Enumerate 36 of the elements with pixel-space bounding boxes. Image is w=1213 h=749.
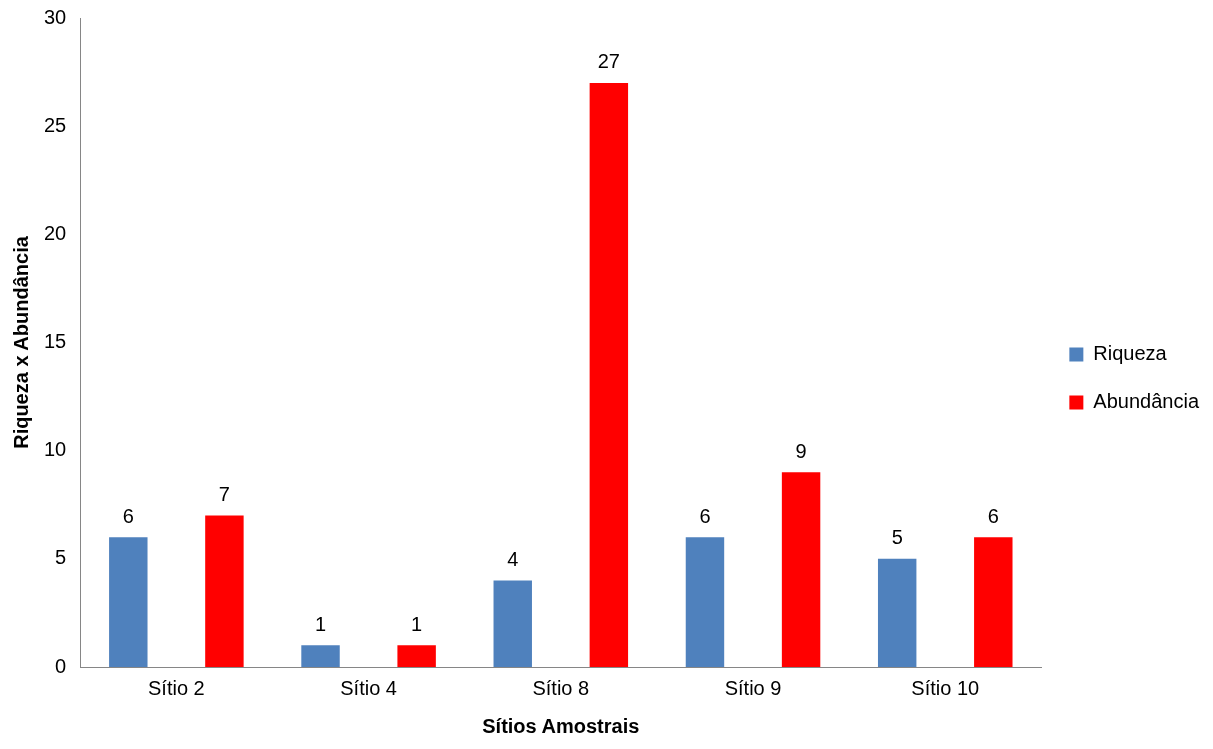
x-axis-title: Sítios Amostrais xyxy=(482,714,640,737)
data-label: 1 xyxy=(314,612,327,635)
x-tick-label: Sítio 9 xyxy=(724,676,782,699)
y-tick-label: 30 xyxy=(44,5,67,28)
data-label: 4 xyxy=(507,547,519,570)
data-label: 6 xyxy=(122,504,134,527)
data-label: 1 xyxy=(411,612,423,635)
bar xyxy=(589,82,629,667)
bar xyxy=(974,537,1013,667)
data-label: 5 xyxy=(891,526,903,549)
x-tick-label: Sítio 4 xyxy=(340,676,397,699)
y-tick-label: 25 xyxy=(44,113,67,136)
data-label: 7 xyxy=(218,483,230,506)
x-tick-label: Sítio 2 xyxy=(148,676,205,699)
bar xyxy=(109,537,148,667)
data-label: 27 xyxy=(597,50,620,73)
bar xyxy=(205,515,244,667)
x-tick-label: Sítio 10 xyxy=(911,676,980,699)
bar xyxy=(781,472,821,667)
bar xyxy=(685,537,725,667)
y-tick-label: 20 xyxy=(44,221,67,244)
bar xyxy=(397,645,436,667)
y-axis-title: Riqueza x Abundância xyxy=(9,235,32,449)
data-label: 6 xyxy=(987,504,999,527)
x-tick-label: Sítio 8 xyxy=(532,676,590,699)
y-tick-label: 5 xyxy=(55,546,67,569)
y-tick-label: 0 xyxy=(55,654,67,677)
bar xyxy=(877,558,917,667)
data-label: 9 xyxy=(795,439,807,462)
legend-label: Abundância xyxy=(1093,390,1200,413)
data-label: 6 xyxy=(699,504,711,527)
bar xyxy=(493,580,532,667)
y-tick-label: 15 xyxy=(44,330,67,353)
bar xyxy=(301,645,340,667)
y-tick-label: 10 xyxy=(44,438,67,461)
legend-label: Riqueza xyxy=(1093,342,1168,365)
